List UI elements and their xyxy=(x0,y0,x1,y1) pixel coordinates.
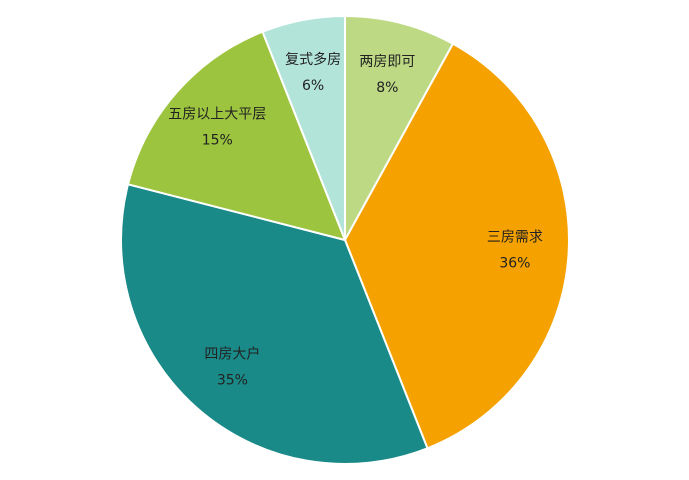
pie-slice xyxy=(126,30,347,242)
pie-slice xyxy=(120,183,429,465)
slice-label: 两房即可 xyxy=(359,54,415,70)
slice-value-label: 15% xyxy=(202,132,233,148)
pie-slice xyxy=(343,42,570,450)
slice-label: 四房大户 xyxy=(204,346,260,363)
slice-label: 复式多房 xyxy=(285,51,341,68)
slice-value-label: 36% xyxy=(499,256,530,272)
slice-value-label: 8% xyxy=(376,80,398,96)
pie-slice xyxy=(344,14,455,241)
slice-label: 三房需求 xyxy=(487,230,543,246)
slice-value-label: 35% xyxy=(217,373,248,389)
slice-label: 五房以上大平层 xyxy=(168,106,266,122)
pie-slice xyxy=(261,14,346,241)
slice-value-label: 6% xyxy=(302,78,324,94)
